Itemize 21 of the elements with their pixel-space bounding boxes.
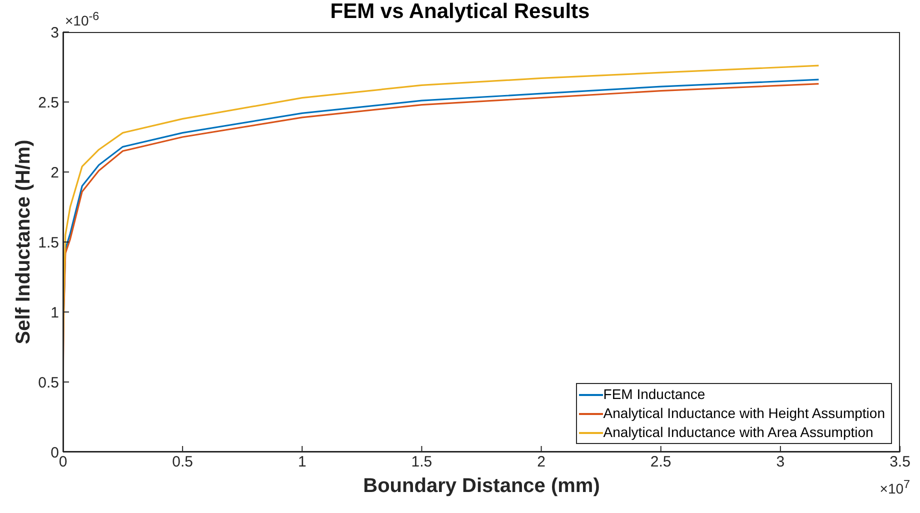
x-tick-label: 3.5: [890, 454, 910, 471]
x-tick-label: 1.5: [411, 454, 432, 471]
y-tick-label: 2.5: [38, 94, 59, 112]
y-axis-title: Self Inductance (H/m): [12, 140, 36, 344]
y-tick-label: 0.5: [38, 374, 59, 392]
y-tick-label: 1.5: [38, 234, 59, 252]
x-tick-label: 2: [537, 454, 546, 471]
legend-label: Analytical Inductance with Height Assumption: [603, 404, 885, 423]
text: ×10$^{7}$: [880, 478, 910, 497]
x-tick-label: 2.5: [650, 454, 672, 471]
x-tick-label: 3: [776, 454, 785, 471]
text: ×10$^{-6}$: [65, 10, 100, 29]
x-axis-title: Boundary Distance (mm): [363, 475, 600, 497]
legend-label: Analytical Inductance with Area Assumption: [603, 423, 874, 442]
chart-title: FEM vs Analytical Results: [330, 0, 590, 23]
y-tick-label: 1: [50, 304, 59, 322]
y-tick-label: 2: [50, 164, 59, 182]
y-tick-label: 3: [50, 24, 59, 42]
x-tick-label: 1: [298, 454, 306, 471]
legend-label: FEM Inductance: [603, 385, 706, 404]
x-tick-label: 0.5: [172, 454, 193, 471]
